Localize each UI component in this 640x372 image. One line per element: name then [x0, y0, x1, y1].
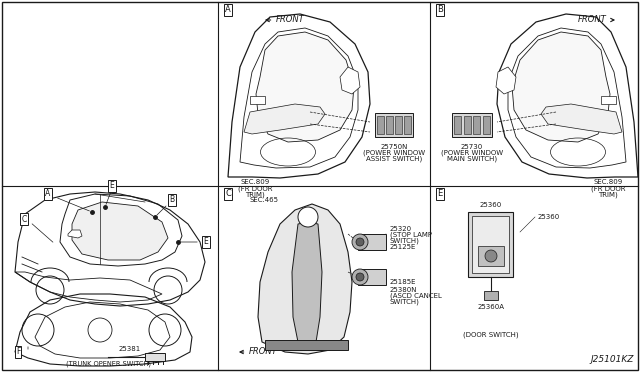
Text: A: A	[45, 189, 51, 199]
Bar	[483, 116, 490, 134]
Text: 25360A: 25360A	[477, 304, 504, 310]
Text: SEC.809: SEC.809	[593, 179, 623, 185]
Polygon shape	[244, 104, 325, 134]
Bar	[473, 116, 480, 134]
Text: 25380N: 25380N	[390, 287, 417, 293]
Bar	[601, 96, 616, 104]
Text: TRIM): TRIM)	[598, 191, 618, 198]
Bar	[358, 234, 386, 250]
Text: (POWER WINDOW: (POWER WINDOW	[363, 150, 425, 157]
Bar	[377, 116, 384, 134]
Text: (ASCD CANCEL: (ASCD CANCEL	[390, 293, 442, 299]
Text: E: E	[204, 237, 209, 247]
Text: 25730: 25730	[461, 144, 483, 150]
Bar	[468, 212, 513, 277]
Text: 25320: 25320	[390, 226, 412, 232]
Text: (FR DOOR: (FR DOOR	[591, 185, 625, 192]
Circle shape	[356, 273, 364, 281]
Text: SEC.809: SEC.809	[241, 179, 269, 185]
Text: (FR DOOR: (FR DOOR	[237, 185, 272, 192]
Circle shape	[352, 269, 368, 285]
Polygon shape	[541, 104, 622, 134]
Text: 25381: 25381	[119, 346, 141, 352]
Text: 25360: 25360	[480, 202, 502, 208]
Text: F: F	[16, 347, 20, 356]
Text: B: B	[437, 6, 443, 15]
Bar	[250, 96, 265, 104]
Text: 25750N: 25750N	[380, 144, 408, 150]
Text: (STOP LAMP: (STOP LAMP	[390, 232, 432, 238]
Polygon shape	[256, 32, 354, 142]
Text: 25125E: 25125E	[390, 244, 417, 250]
Bar	[386, 116, 393, 134]
Text: TRIM): TRIM)	[245, 191, 265, 198]
Text: (DOOR SWITCH): (DOOR SWITCH)	[463, 332, 519, 339]
Text: MAIN SWITCH): MAIN SWITCH)	[447, 156, 497, 163]
Text: (TRUNK OPENER SWITCH): (TRUNK OPENER SWITCH)	[65, 360, 150, 367]
Polygon shape	[72, 202, 168, 260]
Text: FRONT: FRONT	[266, 16, 305, 25]
Polygon shape	[340, 67, 360, 94]
Text: B: B	[170, 196, 175, 205]
Bar	[145, 353, 165, 361]
Polygon shape	[68, 230, 82, 238]
Text: FRONT: FRONT	[578, 16, 614, 25]
Polygon shape	[292, 222, 322, 342]
Bar	[452, 113, 492, 137]
Bar	[472, 216, 509, 273]
Text: (POWER WINDOW: (POWER WINDOW	[441, 150, 503, 157]
Polygon shape	[265, 340, 348, 350]
Text: SWITCH): SWITCH)	[390, 299, 420, 305]
Text: ASSIST SWITCH): ASSIST SWITCH)	[366, 156, 422, 163]
Text: E: E	[437, 189, 443, 199]
Text: 25360: 25360	[538, 214, 560, 220]
Bar	[478, 246, 504, 266]
Bar	[395, 116, 402, 134]
Text: C: C	[21, 215, 27, 224]
Text: SEC.465: SEC.465	[250, 197, 279, 203]
Text: A: A	[225, 6, 231, 15]
Text: E: E	[109, 182, 115, 190]
Text: C: C	[225, 189, 231, 199]
Bar	[375, 113, 413, 137]
Polygon shape	[258, 204, 352, 354]
Bar	[358, 269, 386, 285]
Circle shape	[298, 207, 318, 227]
Circle shape	[352, 234, 368, 250]
Text: J25101KZ: J25101KZ	[591, 355, 634, 364]
Circle shape	[356, 238, 364, 246]
Text: SWITCH): SWITCH)	[390, 238, 420, 244]
Polygon shape	[496, 67, 516, 94]
Bar	[454, 116, 461, 134]
Text: 25185E: 25185E	[390, 279, 417, 285]
Circle shape	[485, 250, 497, 262]
Polygon shape	[512, 32, 610, 142]
Bar	[463, 116, 470, 134]
Bar	[484, 291, 498, 300]
Bar	[404, 116, 411, 134]
Text: FRONT: FRONT	[240, 347, 278, 356]
